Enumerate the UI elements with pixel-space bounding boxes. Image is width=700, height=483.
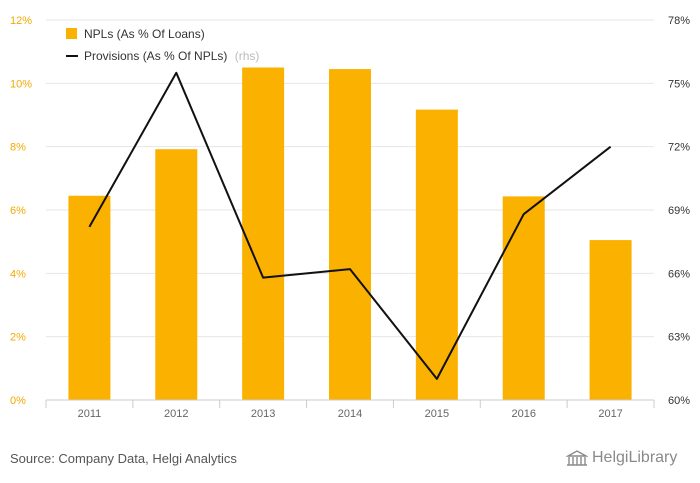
right-tick-label: 75% <box>668 78 690 90</box>
legend-npl-swatch <box>66 28 77 39</box>
left-tick-label: 6% <box>10 205 26 217</box>
left-tick-label: 8% <box>10 142 26 154</box>
logo-text: HelgiLibrary <box>592 449 678 466</box>
left-tick-label: 0% <box>10 395 26 407</box>
right-tick-label: 78% <box>668 15 690 27</box>
left-tick-label: 12% <box>10 15 32 27</box>
bar-npl-2017 <box>589 240 632 400</box>
axes: 2011 2012 2013 2014 2015 2016 2017 0% 2% 4% 6% 8% 10… <box>10 15 690 420</box>
legend-rhs-suffix: (rhs) <box>235 49 260 63</box>
bar-npl-2014 <box>329 69 371 400</box>
x-tick-label-2014: 2014 <box>338 408 362 420</box>
x-tick-label-2013: 2013 <box>251 408 275 420</box>
helgi-building-icon <box>566 450 588 466</box>
chart: 2011 2012 2013 2014 2015 2016 2017 0% 2% 4% 6% 8% 10… <box>10 15 690 420</box>
right-tick-label: 60% <box>668 395 690 407</box>
bars <box>68 67 632 400</box>
right-tick-label: 69% <box>668 205 690 217</box>
bar-npl-2011 <box>68 195 111 400</box>
right-tick-label: 66% <box>668 268 690 280</box>
left-tick-label: 2% <box>10 332 26 344</box>
legend-provisions-name: Provisions (As % Of NPLs) <box>84 49 227 63</box>
left-tick-label: 4% <box>10 268 26 280</box>
x-tick-label-2016: 2016 <box>511 408 535 420</box>
provisions-line-layer <box>88 71 612 380</box>
legend-npl-label: NPLs (As % Of Loans) <box>84 27 205 41</box>
bar-npl-2015 <box>415 109 458 400</box>
left-tick-label: 10% <box>10 78 32 90</box>
legend: NPLs (As % Of Loans) Provisions (As % Of… <box>66 27 259 63</box>
x-tick-label-2015: 2015 <box>425 408 449 420</box>
right-tick-label: 63% <box>668 332 690 344</box>
bar-npl-2012 <box>155 149 198 400</box>
helgi-library-logo: HelgiLibrary <box>566 449 677 467</box>
x-tick-label-2011: 2011 <box>78 408 102 420</box>
x-tick-label-2012: 2012 <box>164 408 188 420</box>
bar-npl-2013 <box>242 67 285 400</box>
legend-provisions-label: Provisions (As % Of NPLs) (rhs) <box>84 49 259 63</box>
source-note: Source: Company Data, Helgi Analytics <box>10 451 237 466</box>
line-provisions <box>88 71 612 380</box>
bar-npl-2016 <box>502 196 545 400</box>
x-tick-label-2017: 2017 <box>598 408 622 420</box>
right-tick-label: 72% <box>668 142 690 154</box>
